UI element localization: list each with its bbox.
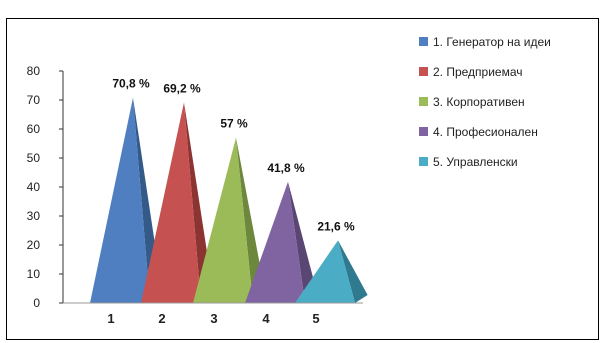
legend-swatch <box>419 157 428 166</box>
y-tick-label: 50 <box>27 151 41 165</box>
pyramid-1 <box>90 97 150 304</box>
pyramid-2 <box>141 102 201 303</box>
pyramid-5 <box>295 240 355 303</box>
data-labels: 70,8 % 69,2 % 57 % 41,8 % 21,6 % <box>112 77 355 234</box>
y-tick-label: 40 <box>27 180 41 194</box>
chart-frame: 0 10 20 30 40 50 60 70 80 1 2 3 4 5 70,8 % 69,2 % 57 %… <box>6 18 599 340</box>
pyramid-side-3 <box>236 137 266 303</box>
pyramid-side-5 <box>338 240 368 303</box>
y-tick-label: 0 <box>33 296 40 310</box>
legend-swatch <box>419 67 428 76</box>
pyramid-3 <box>193 137 253 303</box>
data-label: 41,8 % <box>267 161 305 175</box>
legend-entry: 5. Управленски <box>433 155 518 169</box>
legend-entry: 1. Генератор на идеи <box>433 35 551 49</box>
data-label: 21,6 % <box>317 219 355 233</box>
legend-entry: 2. Предприемач <box>433 65 523 79</box>
legend: 1. Генератор на идеи 2. Предприемач 3. Кор… <box>419 35 551 169</box>
legend-entry: 4. Професионален <box>433 125 538 139</box>
x-tick-label: 1 <box>107 311 114 326</box>
y-tick-label: 10 <box>27 267 41 281</box>
x-axis-labels: 1 2 3 4 5 <box>107 311 319 326</box>
x-tick-label: 5 <box>312 311 319 326</box>
y-tick-label: 80 <box>27 64 41 78</box>
x-tick-label: 4 <box>262 311 270 326</box>
pyramid-series <box>63 97 368 304</box>
legend-swatch <box>419 97 428 106</box>
pyramid-chart: 0 10 20 30 40 50 60 70 80 1 2 3 4 5 70,8 % 69,2 % 57 %… <box>27 35 551 326</box>
pyramid-side-4 <box>288 181 318 303</box>
data-label: 57 % <box>220 117 248 131</box>
x-tick-label: 2 <box>158 311 165 326</box>
y-tick-label: 70 <box>27 93 41 107</box>
y-axis: 0 10 20 30 40 50 60 70 80 <box>27 64 64 310</box>
y-tick-label: 20 <box>27 238 41 252</box>
y-tick-label: 30 <box>27 209 41 223</box>
data-label: 70,8 % <box>112 77 150 91</box>
x-tick-label: 3 <box>210 311 217 326</box>
legend-swatch <box>419 127 428 136</box>
legend-swatch <box>419 37 428 46</box>
legend-entry: 3. Корпоративен <box>433 95 525 109</box>
data-label: 69,2 % <box>163 81 201 95</box>
y-tick-label: 60 <box>27 122 41 136</box>
pyramid-4 <box>245 181 305 303</box>
